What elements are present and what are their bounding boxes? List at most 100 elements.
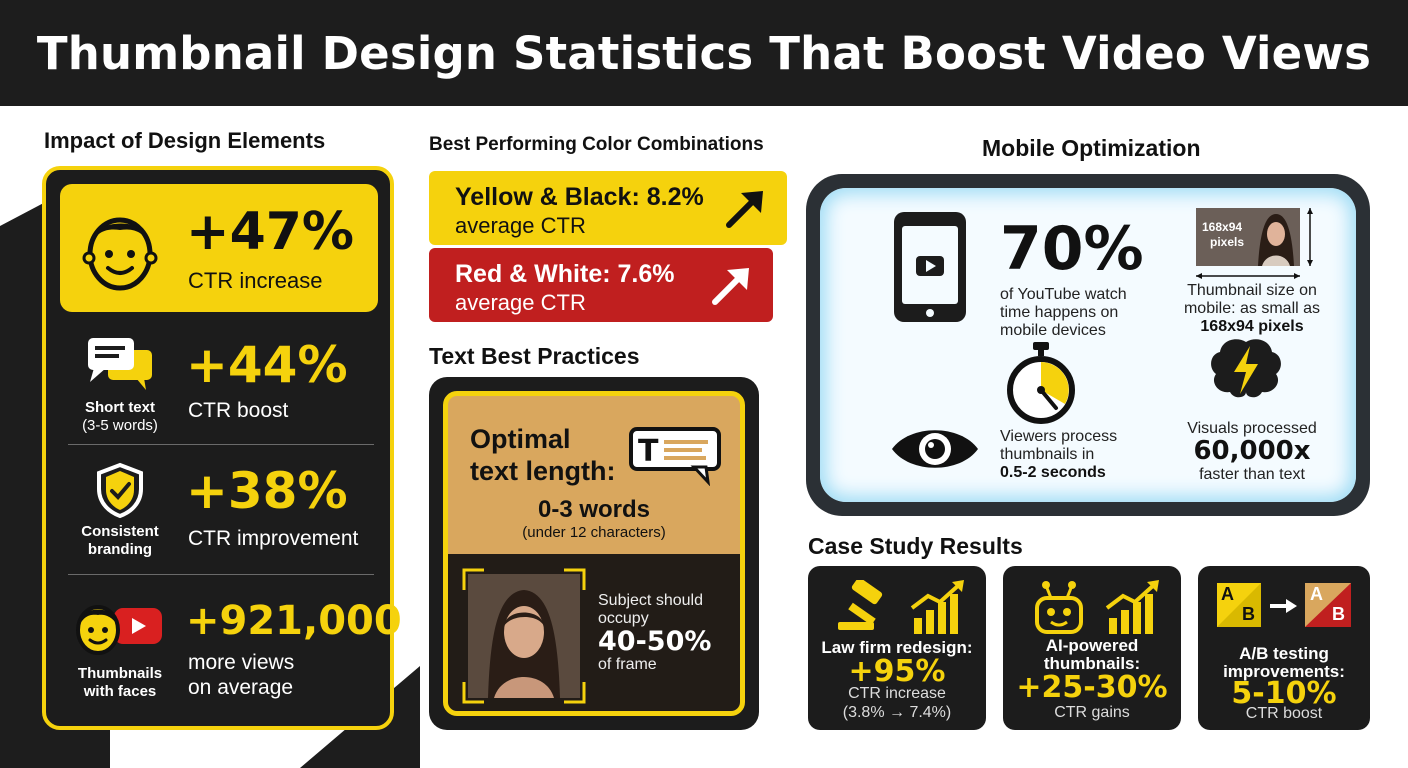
- text-box-icon: T: [629, 427, 721, 486]
- arrow-right-icon: [1270, 599, 1297, 613]
- ab-right-b: B: [1332, 604, 1345, 624]
- face-stat-card: +47% CTR increase: [60, 184, 378, 312]
- case-3-caption-2: improvements:: [1223, 662, 1345, 681]
- faces-row: Thumbnails with faces +921,000 more view…: [60, 592, 402, 722]
- case-study-heading: Case Study Results: [808, 533, 1023, 559]
- subject-line-3: of frame: [598, 656, 657, 673]
- stopwatch-icon: [1007, 342, 1075, 424]
- short-text-caption-1: Short text: [84, 399, 155, 416]
- face-stat-value: +47%: [186, 202, 355, 262]
- ab-left-b: B: [1242, 604, 1255, 624]
- process-bold: 0.5-2 seconds: [1000, 464, 1106, 481]
- faces-desc-1: more views: [188, 651, 295, 674]
- chat-bubbles-icon: [88, 338, 152, 390]
- subject-photo-area: Subject should occupy 40-50% of frame: [448, 554, 740, 711]
- smartphone-play-icon: [894, 212, 966, 322]
- short-text-caption-2: (3-5 words): [82, 417, 158, 434]
- design-elements-panel: +47% CTR increase Short text (3-5 words)…: [42, 166, 402, 730]
- visuals-line-1: Visuals processed: [1187, 420, 1317, 437]
- branding-caption-2: branding: [87, 541, 153, 558]
- case-1-value: +95%: [848, 654, 946, 689]
- thumb-desc-2: mobile: as small as: [1183, 300, 1321, 317]
- mobile-stat-desc-3: mobile devices: [1000, 322, 1106, 339]
- ab-card-left: [1217, 583, 1261, 627]
- face-icon: [82, 217, 158, 291]
- mobile-stat-desc-2: time happens on: [1000, 304, 1119, 321]
- mini-thumb-portrait: [1258, 214, 1294, 266]
- case-2-caption-2: thumbnails:: [1043, 654, 1141, 673]
- faces-caption-1: Thumbnails: [77, 665, 163, 682]
- portrait-photo: [468, 574, 580, 698]
- face-stat-desc: CTR increase: [188, 268, 323, 293]
- yellow-black-sub: average CTR: [455, 213, 586, 238]
- optimal-words: 0-3 words: [537, 496, 651, 523]
- design-elements-heading: Impact of Design Elements: [44, 128, 326, 153]
- case-2-caption-1: AI-powered: [1045, 636, 1139, 655]
- case-2-sub-1: CTR gains: [1054, 704, 1130, 721]
- divider: [68, 444, 374, 445]
- mobile-stat-desc-1: of YouTube watch: [1000, 286, 1127, 303]
- svg-text:T: T: [638, 434, 659, 469]
- brain-lightning-icon: [1211, 339, 1281, 398]
- red-white-title: Red & White: 7.6%: [455, 260, 675, 288]
- optimal-chars: (under 12 characters): [522, 524, 666, 541]
- growth-chart-icon: [910, 580, 964, 634]
- gavel-icon: [838, 580, 883, 630]
- thumb-desc-1: Thumbnail size on: [1187, 282, 1317, 299]
- case-1-sub-2: (3.8% → 7.4%): [842, 704, 952, 721]
- ab-test-icon: A B A B: [1216, 582, 1356, 630]
- mini-thumbnail: 168x94 pixels: [1196, 208, 1300, 266]
- eye-icon: [892, 430, 978, 468]
- red-white-sub: average CTR: [455, 290, 586, 315]
- divider: [68, 574, 374, 575]
- case-2-value: +25-30%: [1016, 670, 1168, 705]
- arrow-up-right-icon: [712, 268, 749, 305]
- robot-icon: [1035, 581, 1083, 634]
- short-text-desc: CTR boost: [188, 399, 289, 422]
- yellow-black-combo: Yellow & Black: 8.2% average CTR: [429, 171, 787, 245]
- case-1-caption: Law firm redesign:: [821, 638, 973, 657]
- ab-right-a: A: [1310, 584, 1323, 604]
- case-law-firm: Law firm redesign: +95% CTR increase (3.…: [808, 566, 986, 730]
- face-with-play-icon: [76, 605, 162, 655]
- phone-screen: 70% of YouTube watch time happens on mob…: [820, 188, 1356, 502]
- arrow-up-right-icon: [726, 191, 763, 228]
- header-bar: Thumbnail Design Statistics That Boost V…: [0, 0, 1408, 106]
- page-title: Thumbnail Design Statistics That Boost V…: [36, 26, 1372, 80]
- branding-stat: +38%: [186, 462, 348, 520]
- growth-chart-icon: [1105, 580, 1159, 634]
- yellow-black-title: Yellow & Black: 8.2%: [455, 183, 704, 211]
- case-ab-testing: A B A B A/B testing improvements: 5-10% …: [1198, 566, 1370, 730]
- branding-row: Consistent branding +38% CTR improvement: [60, 458, 378, 578]
- process-line-1: Viewers process: [1000, 428, 1118, 445]
- text-practices-card: Optimal text length: T 0-3 words (under …: [443, 391, 745, 716]
- color-combos-heading: Best Performing Color Combinations: [429, 134, 764, 155]
- visuals-bold: 60,000x: [1193, 436, 1311, 466]
- thumb-desc-bold: 168x94 pixels: [1200, 318, 1304, 335]
- faces-desc-2: on average: [188, 676, 294, 699]
- faces-stat: +921,000: [186, 598, 402, 644]
- short-text-stat: +44%: [186, 336, 348, 394]
- case-3-value: 5-10%: [1231, 676, 1337, 711]
- faces-caption-2: with faces: [83, 683, 157, 700]
- subject-pct: 40-50%: [598, 626, 712, 657]
- text-practices-heading: Text Best Practices: [429, 343, 640, 369]
- shield-check-icon: [97, 462, 143, 519]
- text-practices-panel: Optimal text length: T 0-3 words (under …: [429, 377, 759, 730]
- mobile-stat-pct: 70%: [1000, 214, 1144, 284]
- mobile-heading: Mobile Optimization: [982, 135, 1201, 161]
- ab-left-a: A: [1221, 584, 1234, 604]
- case-3-sub-1: CTR boost: [1245, 705, 1323, 722]
- mini-thumb-label-2: pixels: [1210, 235, 1245, 249]
- visuals-line-2: faster than text: [1199, 466, 1305, 483]
- dimension-arrows: [1196, 208, 1313, 279]
- process-line-2: thumbnails in: [1000, 446, 1095, 463]
- optimal-line-2: text length:: [470, 456, 616, 486]
- focus-frame-icon: [462, 568, 586, 704]
- subject-line-1: Subject should: [598, 592, 703, 609]
- ab-card-right: [1305, 583, 1351, 627]
- case-3-caption-1: A/B testing: [1239, 644, 1329, 663]
- short-text-row: Short text (3-5 words) +44% CTR boost: [60, 326, 378, 446]
- case-ai-powered: AI-powered thumbnails: +25-30% CTR gains: [1003, 566, 1181, 730]
- case-1-sub-1: CTR increase: [848, 685, 946, 702]
